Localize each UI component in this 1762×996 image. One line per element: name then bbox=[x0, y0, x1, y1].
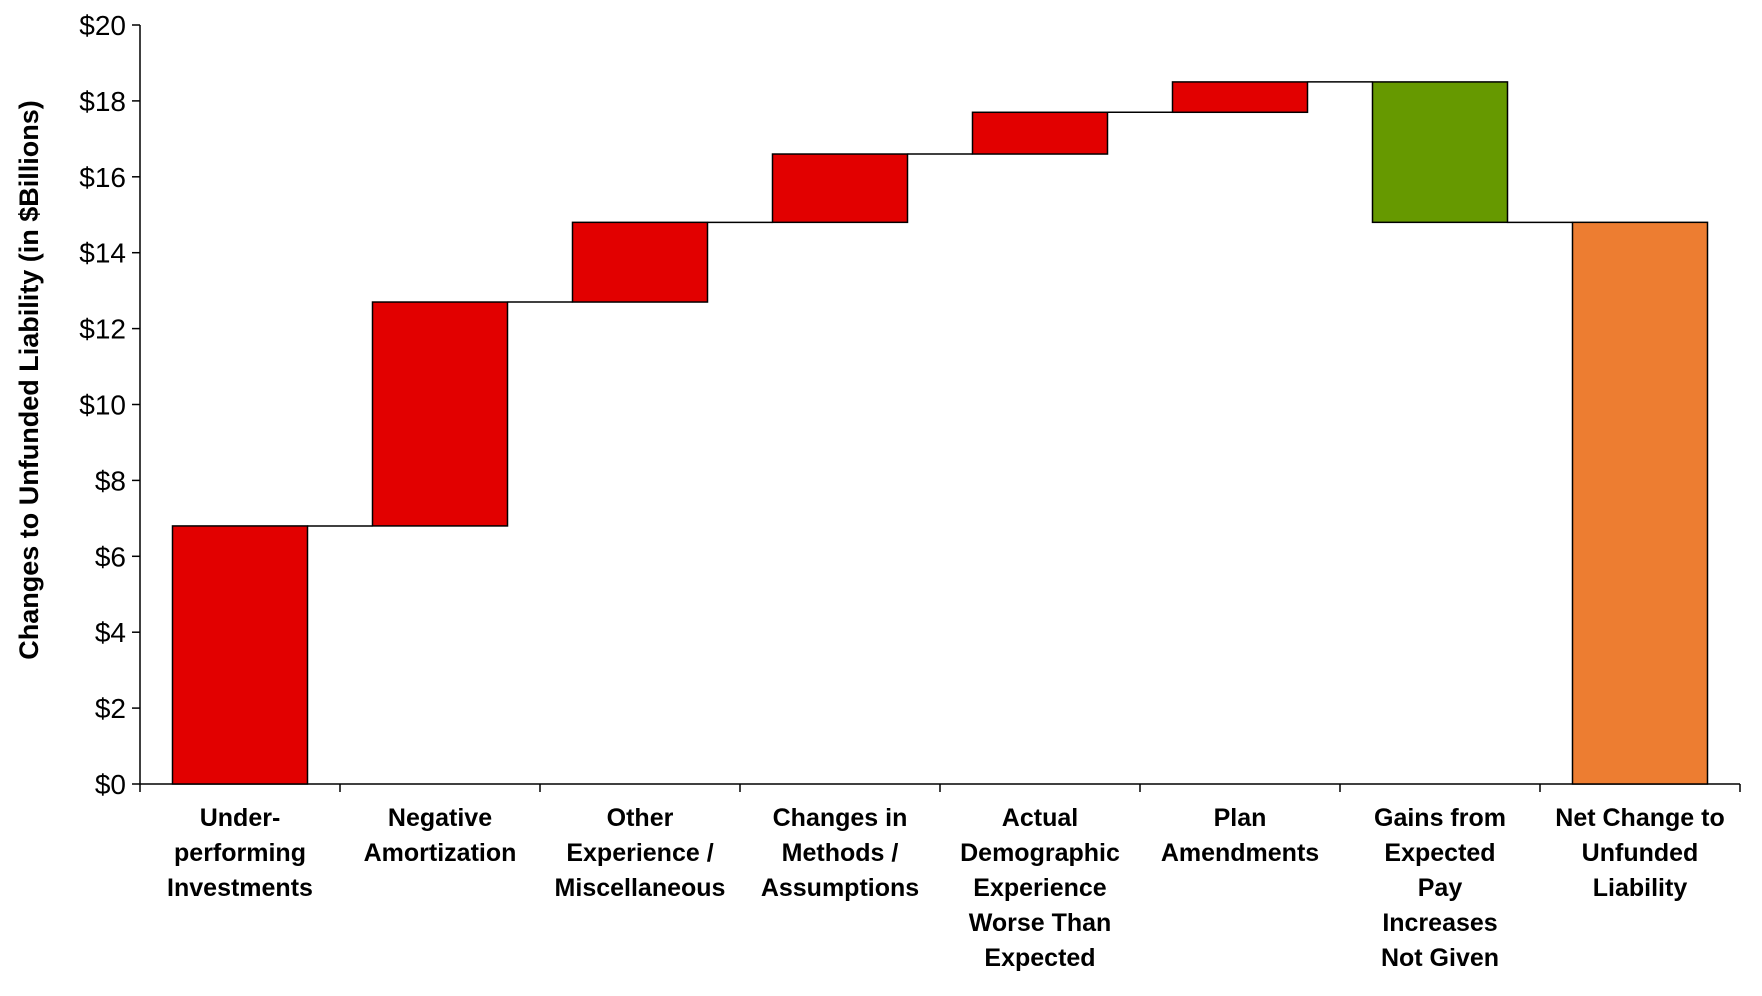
y-tick-label: $12 bbox=[79, 314, 126, 345]
bars bbox=[171, 81, 1709, 785]
waterfall-bar bbox=[971, 111, 1109, 155]
category-labels: Under-performing Investments Negative Amort… bbox=[167, 804, 1725, 972]
y-tick-label: $20 bbox=[79, 10, 126, 41]
waterfall-bar bbox=[1171, 81, 1309, 114]
x-category-label: Under-performing Investments bbox=[167, 804, 313, 902]
waterfall-bar bbox=[771, 153, 909, 224]
waterfall-bar bbox=[171, 525, 309, 785]
y-tick-label: $6 bbox=[95, 541, 126, 572]
x-category-label: Negative Amortization bbox=[364, 804, 517, 867]
y-tick-label: $18 bbox=[79, 86, 126, 117]
x-category-label: Changes in Methods / Assumptions bbox=[761, 804, 919, 902]
waterfall-bar bbox=[1371, 81, 1509, 224]
y-tick-label: $8 bbox=[95, 465, 126, 496]
x-category-label: Other Experience / Miscellaneous bbox=[555, 804, 726, 902]
y-tick-label: $4 bbox=[95, 617, 126, 648]
x-category-label: Plan Amendments bbox=[1161, 804, 1319, 867]
y-tick-label: $16 bbox=[79, 162, 126, 193]
waterfall-bar bbox=[571, 221, 709, 303]
y-tick-label: $2 bbox=[95, 693, 126, 724]
y-tick-label: $10 bbox=[79, 390, 126, 421]
waterfall-bar bbox=[371, 301, 509, 527]
connectors bbox=[307, 81, 1573, 527]
x-category-label: Gains from Expected Pay Increases Not Given bbox=[1374, 804, 1506, 972]
axes: $0 $2 $4 $6 $8 $10 $12 $14 $16 $18 $20 bbox=[79, 10, 1741, 800]
x-category-label: Actual Demographic Experience Worse Than Exp… bbox=[960, 804, 1120, 972]
waterfall-bar bbox=[1571, 221, 1709, 785]
y-tick-label: $14 bbox=[79, 238, 126, 269]
y-axis-title: Changes to Unfunded Liability (in $Billi… bbox=[14, 100, 44, 660]
y-tick-label: $0 bbox=[95, 769, 126, 800]
x-category-label: Net Change to Unfunded Liability bbox=[1555, 804, 1724, 902]
